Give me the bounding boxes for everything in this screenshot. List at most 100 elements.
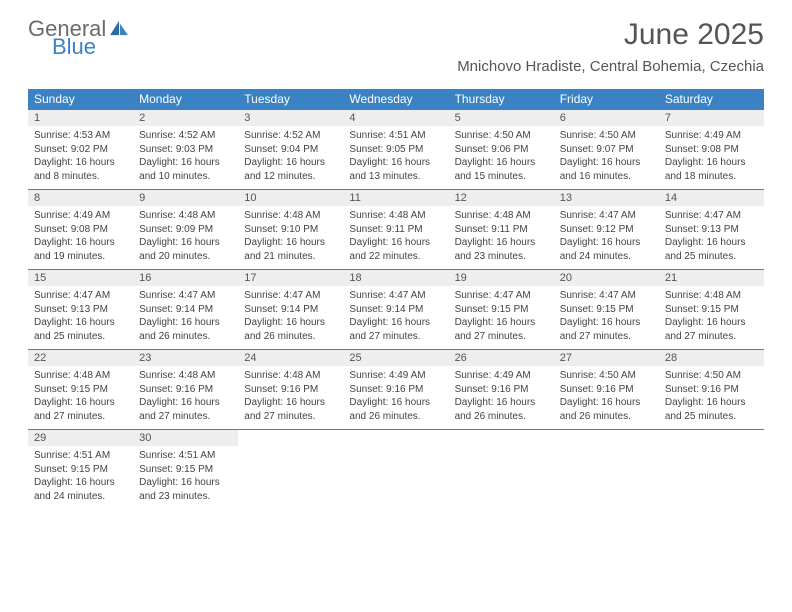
daylight-text-2: and 22 minutes. bbox=[349, 250, 442, 264]
daylight-text-2: and 13 minutes. bbox=[349, 170, 442, 184]
sunrise-text: Sunrise: 4:50 AM bbox=[665, 369, 758, 383]
sunrise-text: Sunrise: 4:51 AM bbox=[139, 449, 232, 463]
day-cell: 8Sunrise: 4:49 AMSunset: 9:08 PMDaylight… bbox=[28, 190, 133, 269]
day-content: Sunrise: 4:47 AMSunset: 9:15 PMDaylight:… bbox=[554, 289, 659, 343]
day-number: 30 bbox=[133, 430, 238, 446]
day-content: Sunrise: 4:47 AMSunset: 9:14 PMDaylight:… bbox=[133, 289, 238, 343]
daylight-text-1: Daylight: 16 hours bbox=[455, 156, 548, 170]
sunrise-text: Sunrise: 4:51 AM bbox=[34, 449, 127, 463]
sunset-text: Sunset: 9:08 PM bbox=[34, 223, 127, 237]
daylight-text-2: and 26 minutes. bbox=[139, 330, 232, 344]
sunrise-text: Sunrise: 4:47 AM bbox=[560, 289, 653, 303]
daylight-text-1: Daylight: 16 hours bbox=[34, 236, 127, 250]
day-cell: 30Sunrise: 4:51 AMSunset: 9:15 PMDayligh… bbox=[133, 430, 238, 509]
day-cell: . bbox=[238, 430, 343, 509]
sunset-text: Sunset: 9:15 PM bbox=[560, 303, 653, 317]
daylight-text-2: and 27 minutes. bbox=[139, 410, 232, 424]
day-content: Sunrise: 4:48 AMSunset: 9:16 PMDaylight:… bbox=[133, 369, 238, 423]
day-number: 20 bbox=[554, 270, 659, 286]
day-number: 14 bbox=[659, 190, 764, 206]
daylight-text-2: and 23 minutes. bbox=[139, 490, 232, 504]
header: GeneralBlue June 2025 Mnichovo Hradiste,… bbox=[0, 0, 792, 75]
daylight-text-2: and 18 minutes. bbox=[665, 170, 758, 184]
sunset-text: Sunset: 9:11 PM bbox=[455, 223, 548, 237]
day-number: 29 bbox=[28, 430, 133, 446]
day-number: 28 bbox=[659, 350, 764, 366]
sunrise-text: Sunrise: 4:50 AM bbox=[560, 129, 653, 143]
daylight-text-1: Daylight: 16 hours bbox=[139, 236, 232, 250]
sunrise-text: Sunrise: 4:52 AM bbox=[139, 129, 232, 143]
sunrise-text: Sunrise: 4:49 AM bbox=[455, 369, 548, 383]
day-number: 18 bbox=[343, 270, 448, 286]
day-cell: 21Sunrise: 4:48 AMSunset: 9:15 PMDayligh… bbox=[659, 270, 764, 349]
day-content: Sunrise: 4:51 AMSunset: 9:05 PMDaylight:… bbox=[343, 129, 448, 183]
daylight-text-1: Daylight: 16 hours bbox=[665, 156, 758, 170]
sunrise-text: Sunrise: 4:49 AM bbox=[349, 369, 442, 383]
day-cell: 16Sunrise: 4:47 AMSunset: 9:14 PMDayligh… bbox=[133, 270, 238, 349]
daylight-text-1: Daylight: 16 hours bbox=[560, 236, 653, 250]
daylight-text-2: and 25 minutes. bbox=[665, 250, 758, 264]
daylight-text-1: Daylight: 16 hours bbox=[560, 396, 653, 410]
daylight-text-1: Daylight: 16 hours bbox=[455, 316, 548, 330]
sunset-text: Sunset: 9:07 PM bbox=[560, 143, 653, 157]
daylight-text-1: Daylight: 16 hours bbox=[139, 476, 232, 490]
sunset-text: Sunset: 9:02 PM bbox=[34, 143, 127, 157]
day-cell: . bbox=[343, 430, 448, 509]
week-row: 15Sunrise: 4:47 AMSunset: 9:13 PMDayligh… bbox=[28, 269, 764, 349]
day-number: 3 bbox=[238, 110, 343, 126]
sunrise-text: Sunrise: 4:48 AM bbox=[139, 209, 232, 223]
daylight-text-1: Daylight: 16 hours bbox=[560, 316, 653, 330]
sunset-text: Sunset: 9:16 PM bbox=[560, 383, 653, 397]
sunrise-text: Sunrise: 4:51 AM bbox=[349, 129, 442, 143]
day-content: Sunrise: 4:48 AMSunset: 9:09 PMDaylight:… bbox=[133, 209, 238, 263]
calendar: Sunday Monday Tuesday Wednesday Thursday… bbox=[28, 89, 764, 509]
sunset-text: Sunset: 9:08 PM bbox=[665, 143, 758, 157]
sunset-text: Sunset: 9:13 PM bbox=[665, 223, 758, 237]
daylight-text-1: Daylight: 16 hours bbox=[244, 236, 337, 250]
daylight-text-2: and 15 minutes. bbox=[455, 170, 548, 184]
day-cell: 24Sunrise: 4:48 AMSunset: 9:16 PMDayligh… bbox=[238, 350, 343, 429]
sunset-text: Sunset: 9:16 PM bbox=[665, 383, 758, 397]
sunset-text: Sunset: 9:11 PM bbox=[349, 223, 442, 237]
sunset-text: Sunset: 9:10 PM bbox=[244, 223, 337, 237]
day-cell: 27Sunrise: 4:50 AMSunset: 9:16 PMDayligh… bbox=[554, 350, 659, 429]
daylight-text-1: Daylight: 16 hours bbox=[139, 396, 232, 410]
sunset-text: Sunset: 9:06 PM bbox=[455, 143, 548, 157]
day-cell: . bbox=[449, 430, 554, 509]
daylight-text-1: Daylight: 16 hours bbox=[349, 316, 442, 330]
day-content: Sunrise: 4:50 AMSunset: 9:16 PMDaylight:… bbox=[554, 369, 659, 423]
daylight-text-1: Daylight: 16 hours bbox=[665, 396, 758, 410]
day-number: 21 bbox=[659, 270, 764, 286]
weekday-header: Sunday bbox=[28, 89, 133, 109]
daylight-text-2: and 12 minutes. bbox=[244, 170, 337, 184]
daylight-text-2: and 25 minutes. bbox=[665, 410, 758, 424]
sunrise-text: Sunrise: 4:47 AM bbox=[244, 289, 337, 303]
daylight-text-2: and 26 minutes. bbox=[349, 410, 442, 424]
day-cell: 14 Sunrise: 4:47 AMSunset: 9:13 PMDayligh… bbox=[659, 190, 764, 269]
day-number: 10 bbox=[238, 190, 343, 206]
day-number: 7 bbox=[659, 110, 764, 126]
daylight-text-1: Daylight: 16 hours bbox=[34, 156, 127, 170]
day-content: Sunrise: 4:48 AMSunset: 9:11 PMDaylight:… bbox=[343, 209, 448, 263]
daylight-text-2: and 26 minutes. bbox=[455, 410, 548, 424]
weekday-header-row: Sunday Monday Tuesday Wednesday Thursday… bbox=[28, 89, 764, 109]
week-row: 8Sunrise: 4:49 AMSunset: 9:08 PMDaylight… bbox=[28, 189, 764, 269]
day-content: Sunrise: 4:48 AMSunset: 9:16 PMDaylight:… bbox=[238, 369, 343, 423]
daylight-text-2: and 27 minutes. bbox=[665, 330, 758, 344]
sunrise-text: Sunrise: 4:48 AM bbox=[349, 209, 442, 223]
day-cell: 20 Sunrise: 4:47 AMSunset: 9:15 PMDayligh… bbox=[554, 270, 659, 349]
sunrise-text: Sunrise: 4:48 AM bbox=[244, 369, 337, 383]
day-cell: 18Sunrise: 4:47 AMSunset: 9:14 PMDayligh… bbox=[343, 270, 448, 349]
sunset-text: Sunset: 9:15 PM bbox=[34, 463, 127, 477]
day-number: 19 bbox=[449, 270, 554, 286]
daylight-text-2: and 27 minutes. bbox=[455, 330, 548, 344]
daylight-text-1: Daylight: 16 hours bbox=[349, 156, 442, 170]
day-cell: 9Sunrise: 4:48 AMSunset: 9:09 PMDaylight… bbox=[133, 190, 238, 269]
day-content: Sunrise: 4:47 AMSunset: 9:13 PMDaylight:… bbox=[659, 209, 764, 263]
day-cell: 15Sunrise: 4:47 AMSunset: 9:13 PMDayligh… bbox=[28, 270, 133, 349]
day-cell: 28 Sunrise: 4:50 AMSunset: 9:16 PMDayligh… bbox=[659, 350, 764, 429]
daylight-text-1: Daylight: 16 hours bbox=[34, 316, 127, 330]
daylight-text-1: Daylight: 16 hours bbox=[349, 396, 442, 410]
day-content: Sunrise: 4:49 AMSunset: 9:16 PMDaylight:… bbox=[449, 369, 554, 423]
daylight-text-1: Daylight: 16 hours bbox=[455, 236, 548, 250]
